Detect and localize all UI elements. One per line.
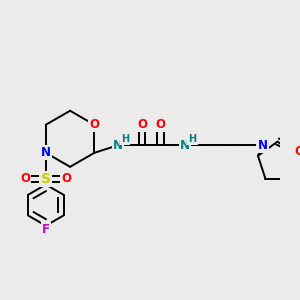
Text: O: O [20, 172, 30, 185]
Text: N: N [113, 139, 123, 152]
Text: H: H [121, 134, 129, 144]
Text: H: H [188, 134, 196, 144]
Text: O: O [294, 146, 300, 158]
Text: F: F [42, 223, 50, 236]
Text: O: O [137, 118, 147, 131]
Text: N: N [180, 139, 190, 152]
Text: S: S [41, 172, 51, 186]
Text: N: N [258, 139, 268, 152]
Text: O: O [61, 172, 71, 185]
Text: O: O [89, 118, 99, 131]
Text: O: O [156, 118, 166, 131]
Text: N: N [41, 146, 51, 159]
